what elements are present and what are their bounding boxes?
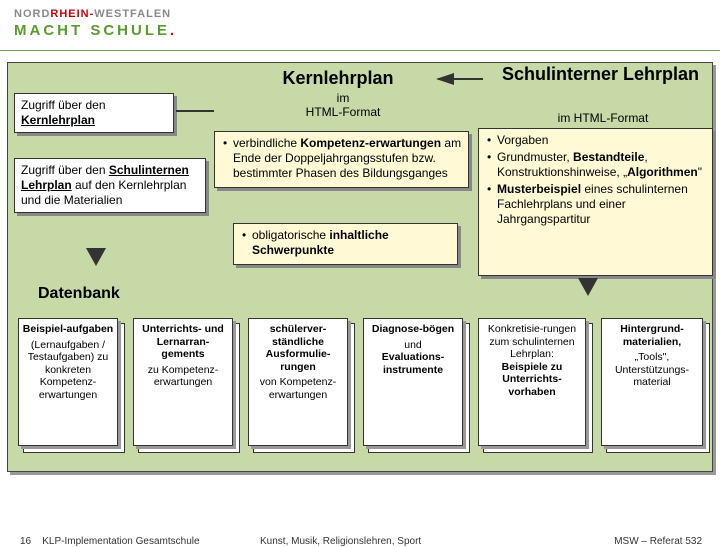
- access-kernlehrplan-box: Zugriff über denKernlehrplan: [14, 93, 174, 133]
- card-beispielaufgaben: Beispiel-aufgaben(Lernaufgaben / Testauf…: [18, 318, 118, 446]
- card-unterrichts: Unterrichts- und Lernarran-gementszu Kom…: [133, 318, 233, 446]
- card-konkret: Konkretisie-rungen zum schulinternen Leh…: [478, 318, 586, 446]
- schulintern-link[interactable]: Schulinternen Lehrplan: [21, 163, 189, 192]
- access-schulintern-box: Zugriff über den Schulinternen Lehrplan …: [14, 158, 206, 213]
- musterbeispiel-item: Musterbeispiel eines schulinternen Fachl…: [485, 182, 706, 227]
- logo-nord: NORD: [14, 8, 50, 20]
- logo-dot: .: [170, 22, 177, 39]
- logo-macht: MACHT SCHULE: [14, 22, 170, 39]
- logo-rhein: RHEIN-: [50, 8, 94, 20]
- page-number: 16: [20, 536, 31, 547]
- footer-center-text: Kunst, Musik, Religionslehren, Sport: [260, 536, 421, 547]
- kernlehrplan-link[interactable]: Kernlehrplan: [21, 113, 95, 127]
- kernlehrplan-subtitle: im HTML-Format: [268, 91, 418, 119]
- card-diagnose: Diagnose-bögenundEvaluations-instrumente: [363, 318, 463, 446]
- footer-left-text: KLP-Implementation Gesamtschule: [42, 536, 199, 547]
- kompetenz-box: verbindliche Kompetenz-erwartungen am En…: [214, 131, 469, 188]
- datenbank-label: Datenbank: [38, 285, 120, 303]
- arrow-down-right: [578, 278, 598, 296]
- vorgaben-box: Vorgaben Grundmuster, Bestandteile, Kons…: [478, 128, 713, 276]
- schulinterner-title: Schulinterner Lehrplan: [498, 64, 703, 85]
- kernlehrplan-title: Kernlehrplan: [238, 68, 438, 89]
- grundmuster-item: Grundmuster, Bestandteile, Konstruktions…: [485, 150, 706, 180]
- main-diagram: Kernlehrplan im HTML-Format Schulinterne…: [7, 62, 713, 472]
- logo: NORDRHEIN-WESTFALEN MACHT SCHULE.: [14, 8, 177, 39]
- header-rule: [0, 50, 720, 51]
- schulinterner-subtitle: im HTML-Format: [528, 111, 678, 125]
- footer-right-text: MSW – Referat 532: [614, 536, 702, 547]
- arrow-down-left: [86, 248, 106, 266]
- vorgaben-item: Vorgaben: [485, 133, 706, 148]
- schwerpunkte-box: obligatorische inhaltliche Schwerpunkte: [233, 223, 458, 265]
- card-hintergrund: Hintergrund-materialien,„Tools", Unterst…: [601, 318, 703, 446]
- logo-west: WESTFALEN: [94, 8, 171, 20]
- card-schueler: schülerver-ständliche Ausformulie-rungen…: [248, 318, 348, 446]
